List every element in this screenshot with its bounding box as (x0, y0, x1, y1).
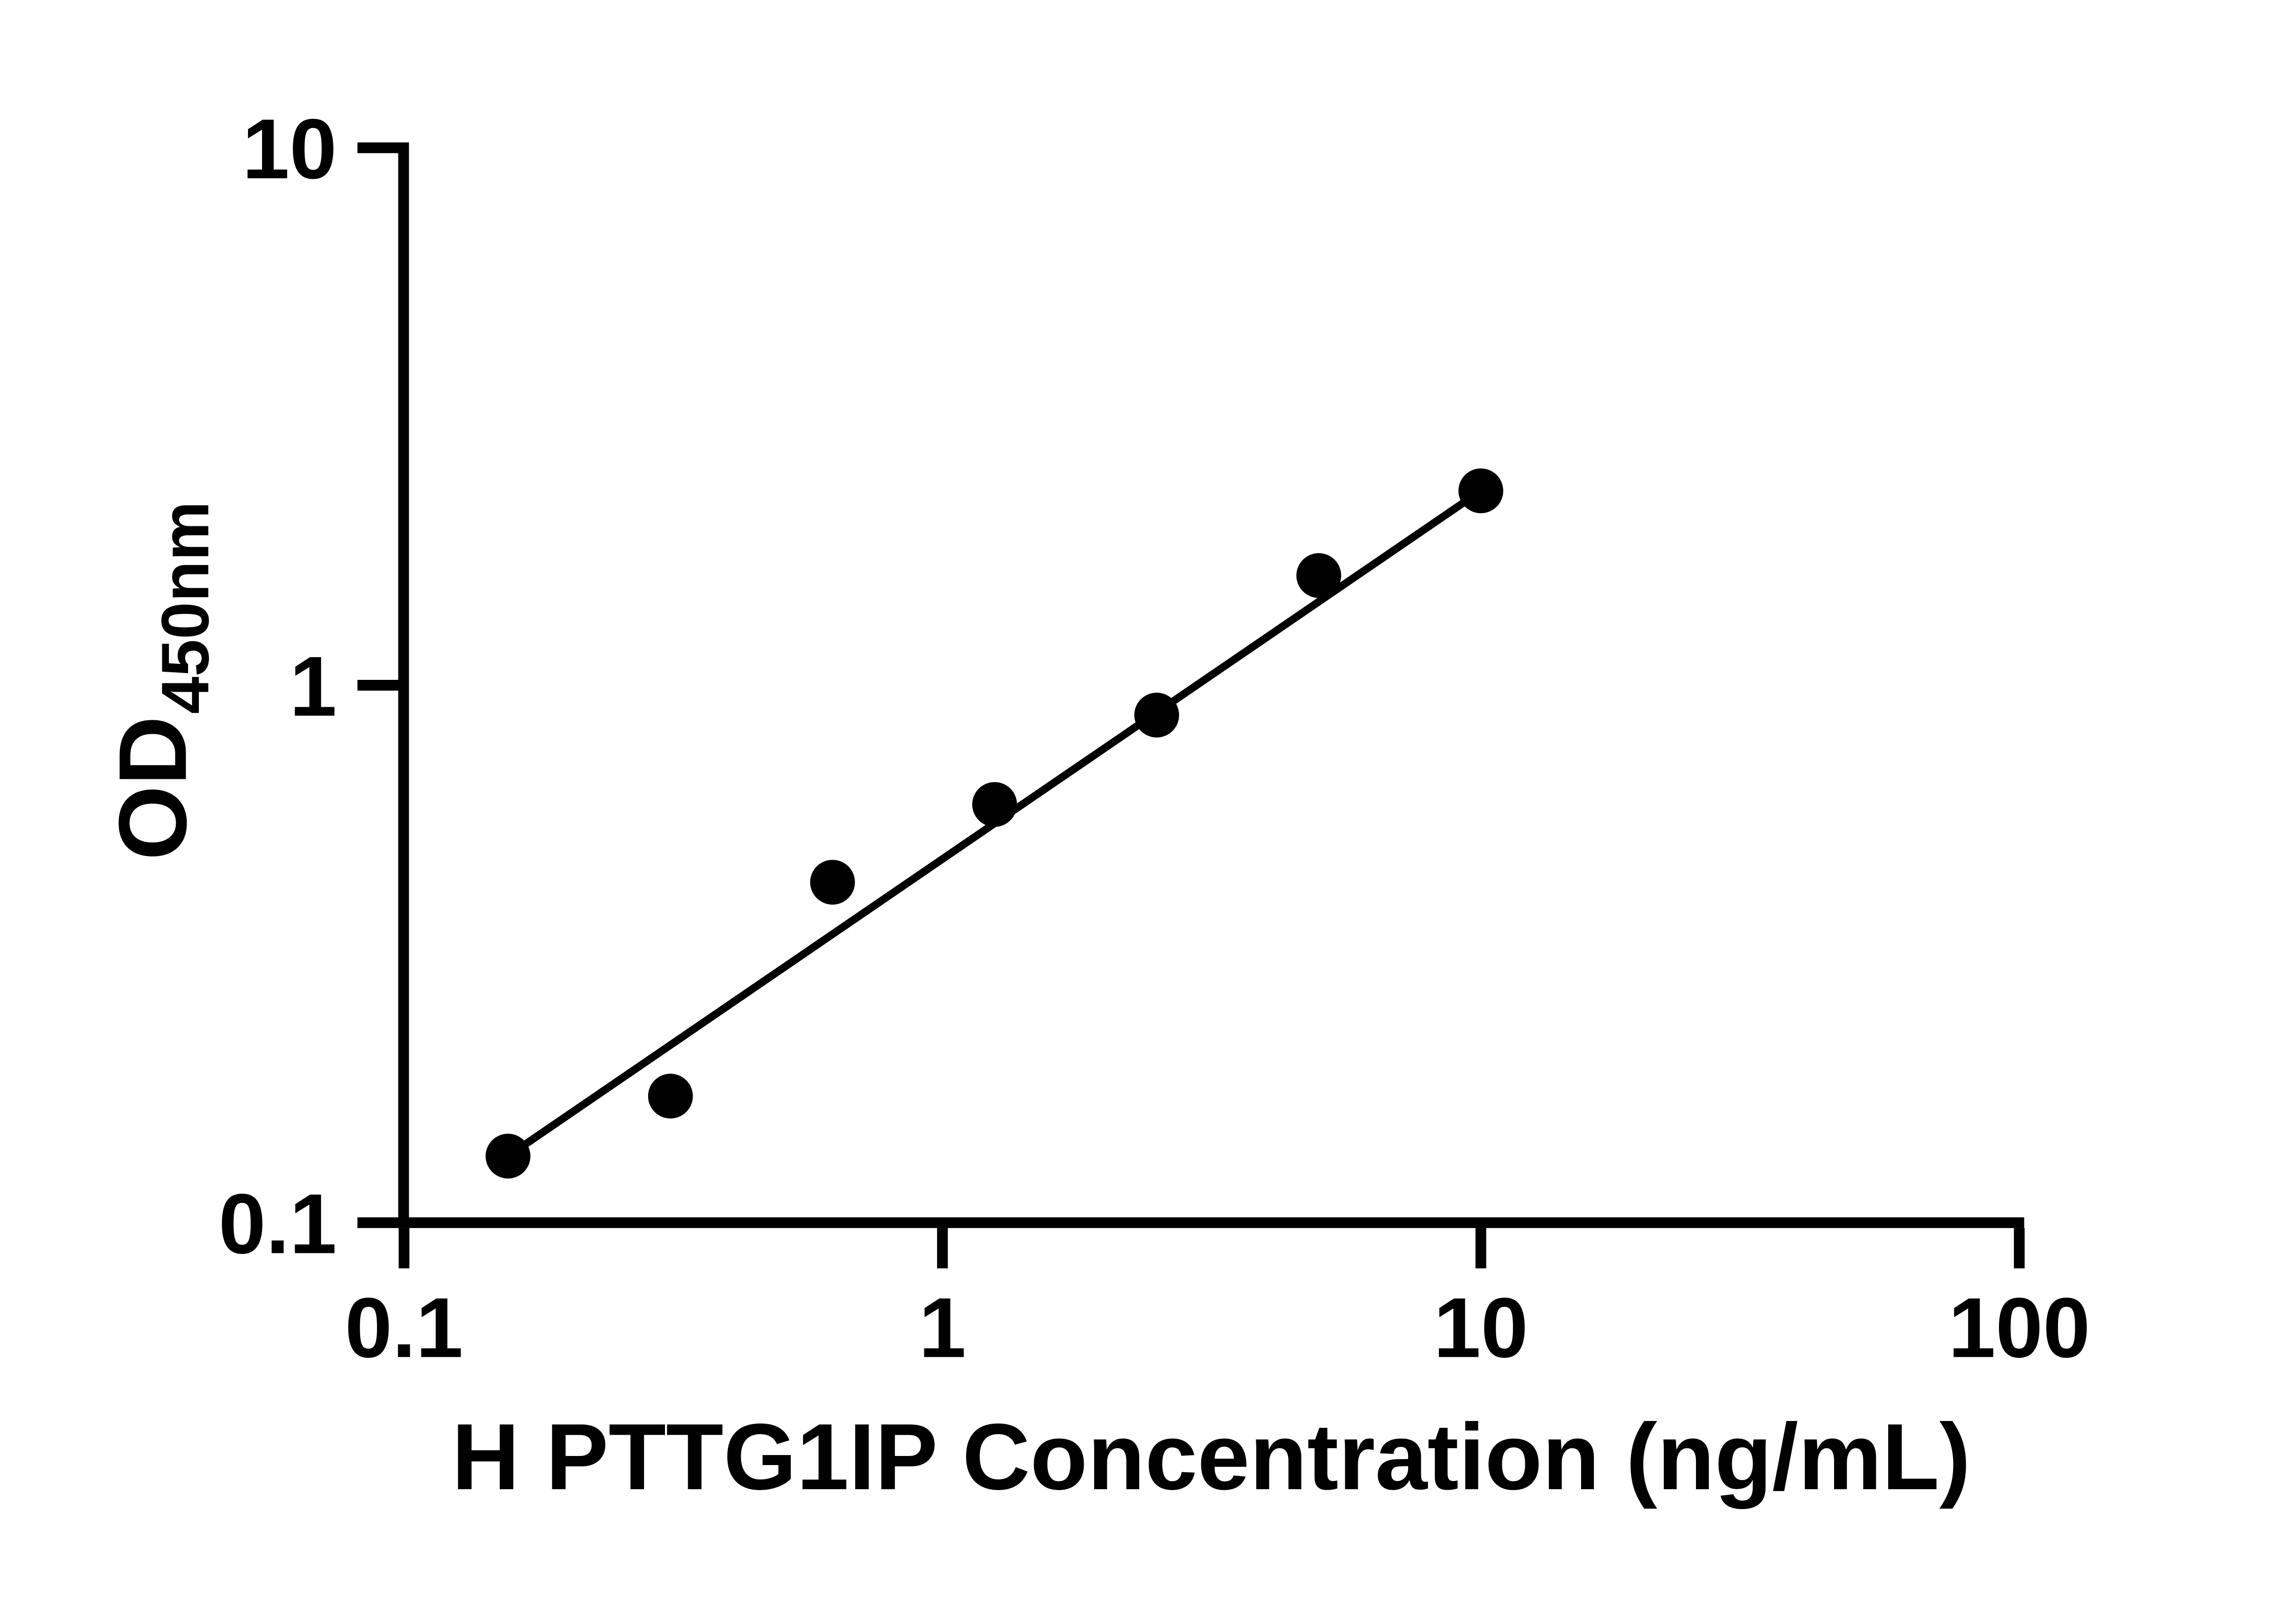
y-axis-title-main: OD (99, 716, 206, 861)
data-point (486, 1134, 531, 1179)
data-point (1134, 693, 1179, 738)
x-axis-title: H PTTG1IP Concentration (ng/mL) (452, 1404, 1971, 1509)
plot-data-layer (486, 468, 1503, 1179)
data-point (648, 1074, 693, 1119)
data-point (810, 860, 855, 905)
x-tick-label: 1 (919, 1280, 966, 1375)
data-point (1458, 468, 1503, 514)
y-tick-label: 10 (242, 101, 337, 197)
y-axis-ticks: 0.1 1 10 (218, 101, 399, 1271)
data-point (1296, 553, 1341, 598)
data-point (972, 782, 1017, 827)
y-axis-title-subscript: 450nm (148, 501, 223, 714)
y-tick-label: 1 (289, 639, 337, 734)
x-tick-label: 100 (1948, 1280, 2090, 1375)
axes (398, 142, 2024, 1228)
y-axis-title: OD 450nm (99, 501, 223, 860)
x-tick-label: 10 (1433, 1280, 1528, 1375)
x-axis-ticks: 0.1 1 10 100 (345, 1228, 2090, 1375)
y-tick-label: 0.1 (218, 1176, 337, 1271)
x-tick-label: 0.1 (345, 1280, 463, 1375)
